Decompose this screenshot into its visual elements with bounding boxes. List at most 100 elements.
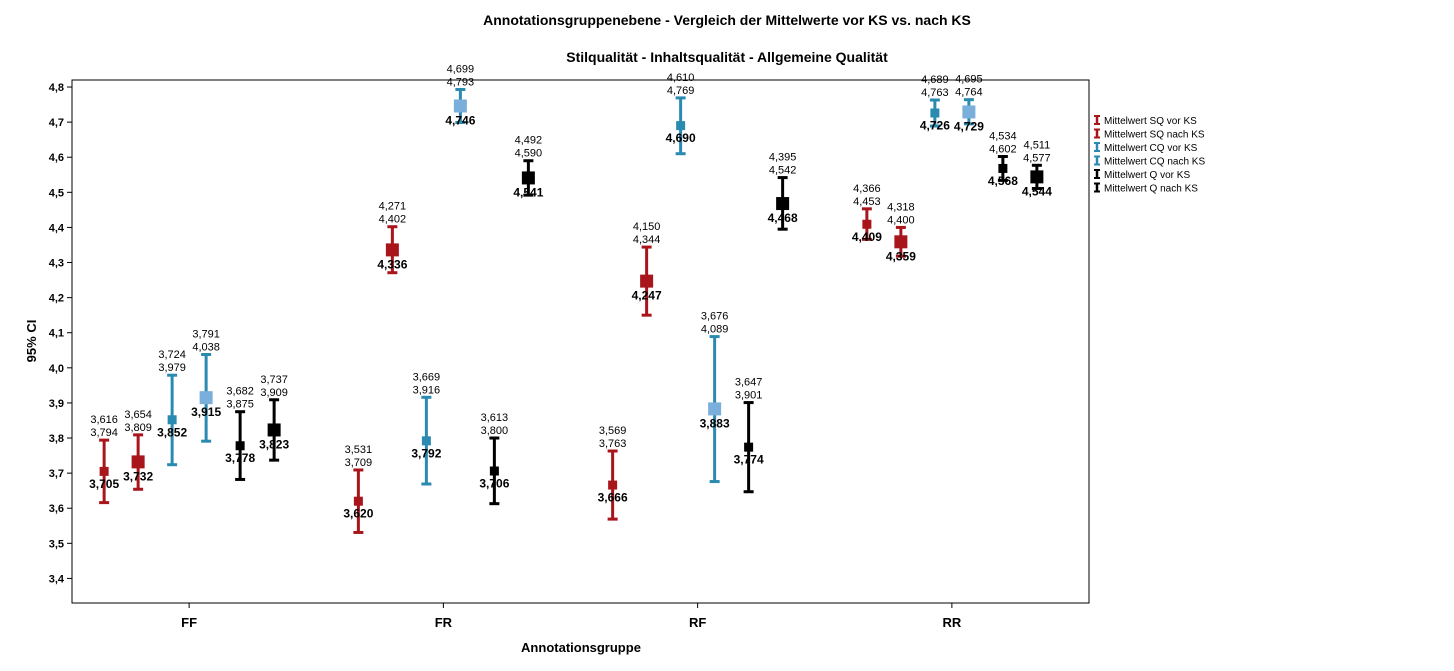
y-tick-label: 4,1 (49, 328, 64, 340)
mean-marker (131, 455, 145, 469)
ci-low-label: 4,492 (515, 135, 543, 147)
x-axis-label: Annotationsgruppe (521, 640, 641, 655)
mean-marker (199, 391, 213, 405)
mean-label: 3,666 (598, 491, 628, 505)
y-axis: 3,4 3,5 3,6 3,7 3,8 3,9 4,0 4,1 4,2 4,3 4,4 4,5 4,6 4… (49, 82, 72, 585)
mean-marker (744, 442, 754, 452)
mean-label: 4,359 (886, 249, 916, 263)
mean-label: 3,883 (700, 416, 730, 430)
ci-low-label: 4,511 (1024, 139, 1051, 151)
ci-high-label: 4,769 (667, 85, 695, 97)
mean-marker (998, 163, 1008, 173)
x-tick-label: RF (689, 615, 706, 630)
mean-marker (267, 423, 281, 437)
mean-label: 3,705 (89, 477, 119, 491)
ci-low-label: 3,569 (599, 425, 627, 437)
y-tick-label: 4,8 (49, 82, 64, 94)
mean-label: 3,778 (225, 451, 255, 465)
ci-high-label: 3,875 (226, 399, 254, 411)
ci-low-label: 4,699 (447, 63, 475, 75)
ci-high-label: 3,709 (345, 457, 373, 469)
mean-marker (930, 108, 940, 118)
mean-marker (1030, 170, 1044, 184)
legend-label: Mittelwert CQ nach KS (1104, 157, 1205, 168)
y-tick-label: 3,9 (49, 398, 64, 410)
mean-label: 4,729 (954, 119, 984, 133)
y-tick-label: 4,0 (49, 363, 64, 375)
mean-label: 4,247 (632, 289, 662, 303)
ci-high-label: 4,453 (853, 196, 881, 208)
y-tick-label: 3,6 (49, 503, 64, 515)
mean-marker (385, 243, 399, 257)
ci-high-label: 3,763 (599, 438, 627, 450)
plot-area (71, 79, 1090, 604)
ci-low-label: 4,150 (633, 221, 661, 233)
mean-label: 3,774 (734, 453, 764, 467)
ci-high-label: 3,794 (90, 427, 118, 439)
legend-label: Mittelwert Q vor KS (1104, 170, 1190, 181)
ci-low-label: 3,676 (701, 311, 729, 323)
mean-marker (353, 496, 363, 506)
ci-low-label: 3,613 (481, 412, 509, 424)
ci-low-label: 3,647 (735, 377, 763, 389)
y-axis-label: 95% CI (24, 320, 39, 363)
mean-label: 4,468 (768, 211, 798, 225)
ci-low-label: 4,610 (667, 72, 695, 84)
x-tick-label: FR (435, 615, 453, 630)
y-tick-label: 3,5 (49, 538, 64, 550)
legend-label: Mittelwert SQ nach KS (1104, 130, 1205, 141)
mean-label: 4,544 (1022, 184, 1052, 198)
ci-high-label: 4,344 (633, 234, 661, 246)
mean-label: 3,620 (343, 507, 373, 521)
ci-low-label: 3,616 (90, 414, 118, 426)
ci-high-label: 4,590 (515, 148, 543, 160)
ci-high-label: 3,909 (260, 387, 288, 399)
y-tick-label: 4,6 (49, 152, 64, 164)
ci-low-label: 4,695 (955, 74, 983, 86)
ci-high-label: 3,809 (124, 422, 152, 434)
x-axis: FF FR RF RR (181, 603, 962, 630)
ci-high-label: 4,402 (379, 214, 407, 226)
mean-marker (235, 441, 245, 451)
ci-high-label: 3,916 (413, 384, 441, 396)
mean-marker (489, 466, 499, 476)
ci-high-label: 4,763 (921, 87, 949, 99)
legend: Mittelwert SQ vor KS Mittelwert SQ nach K… (1094, 115, 1205, 195)
x-tick-label: RR (942, 615, 961, 630)
ci-low-label: 4,689 (921, 74, 949, 86)
mean-label: 4,336 (377, 257, 407, 271)
ci-low-label: 3,654 (124, 409, 152, 421)
mean-label: 4,541 (513, 185, 543, 199)
legend-label: Mittelwert CQ vor KS (1104, 143, 1198, 154)
ci-high-label: 4,602 (989, 144, 1017, 156)
y-tick-label: 3,4 (49, 573, 65, 585)
mean-marker (453, 99, 467, 113)
ci-high-label: 4,542 (769, 165, 797, 177)
mean-marker (862, 219, 872, 229)
ci-high-label: 4,038 (192, 341, 220, 353)
mean-label: 3,852 (157, 425, 187, 439)
legend-label: Mittelwert Q nach KS (1104, 184, 1198, 195)
ci-high-label: 4,089 (701, 324, 729, 336)
mean-marker (640, 274, 654, 288)
ci-low-label: 4,534 (989, 131, 1017, 143)
y-tick-label: 3,7 (49, 468, 64, 480)
ci-low-label: 4,271 (379, 201, 407, 213)
ci-low-label: 3,669 (413, 371, 441, 383)
y-tick-label: 4,5 (49, 187, 64, 199)
ci-high-label: 3,800 (481, 425, 509, 437)
mean-label: 4,726 (920, 118, 950, 132)
ci-high-label: 4,400 (887, 214, 915, 226)
mean-label: 4,568 (988, 174, 1018, 188)
y-tick-label: 3,8 (49, 433, 64, 445)
ci-low-label: 3,724 (158, 349, 186, 361)
y-tick-label: 4,2 (49, 293, 64, 305)
mean-marker (776, 197, 790, 211)
ci-low-label: 3,531 (345, 444, 373, 456)
ci-high-label: 3,901 (735, 390, 763, 402)
ci-low-label: 4,318 (887, 201, 915, 213)
ci-high-label: 4,577 (1023, 152, 1051, 164)
y-tick-label: 4,3 (49, 258, 64, 270)
legend-label: Mittelwert SQ vor KS (1104, 116, 1197, 127)
